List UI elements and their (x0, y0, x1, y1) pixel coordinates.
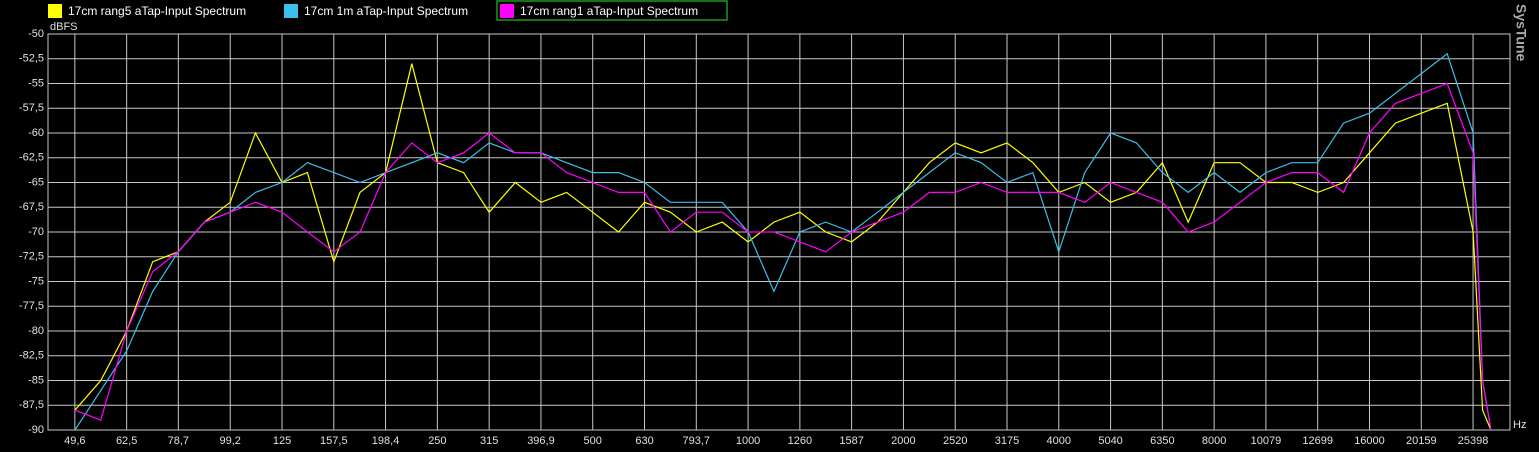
x-tick-label: 396,9 (527, 435, 555, 447)
x-tick-label: 25398 (1458, 435, 1489, 447)
y-tick-label: -77,5 (19, 300, 44, 312)
x-tick-label: 3175 (995, 435, 1019, 447)
x-tick-label: 12699 (1302, 435, 1333, 447)
y-tick-label: -50 (28, 28, 44, 40)
legend-label: 17cm rang5 aTap-Input Spectrum (68, 4, 246, 18)
y-tick-label: -87,5 (19, 399, 44, 411)
x-tick-label: 10079 (1251, 435, 1282, 447)
y-tick-label: -90 (28, 424, 44, 436)
series-line (74, 63, 1492, 430)
y-tick-label: -60 (28, 127, 44, 139)
x-tick-label: 157,5 (320, 435, 348, 447)
x-tick-label: 8000 (1202, 435, 1226, 447)
x-tick-label: 99,2 (219, 435, 240, 447)
x-tick-label: 500 (584, 435, 602, 447)
y-tick-label: -55 (28, 77, 44, 89)
x-tick-label: 62,5 (116, 435, 137, 447)
x-tick-label: 6350 (1150, 435, 1174, 447)
x-tick-label: 1587 (839, 435, 863, 447)
legend-highlight (496, 0, 728, 21)
x-tick-label: 793,7 (683, 435, 711, 447)
legend-swatch (48, 4, 62, 18)
y-tick-label: -62,5 (19, 152, 44, 164)
x-tick-label: 1000 (736, 435, 760, 447)
x-tick-label: 125 (273, 435, 291, 447)
y-tick-label: -65 (28, 176, 44, 188)
series-line (74, 82, 1492, 430)
y-tick-label: -67,5 (19, 201, 44, 213)
x-tick-label: 16000 (1354, 435, 1385, 447)
y-tick-label: -82,5 (19, 350, 44, 362)
legend-label: 17cm 1m aTap-Input Spectrum (304, 4, 468, 18)
x-tick-label: 250 (428, 435, 446, 447)
plot-lines (74, 52, 1492, 430)
y-tick-label: -70 (28, 226, 44, 238)
x-tick-label: 4000 (1047, 435, 1071, 447)
legend-label: 17cm rang1 aTap-Input Spectrum (520, 4, 698, 18)
y-tick-label: -75 (28, 275, 44, 287)
x-tick-label: 2000 (891, 435, 915, 447)
x-axis-label: Hz (1513, 419, 1526, 431)
x-tick-label: 2520 (943, 435, 967, 447)
y-tick-label: -57,5 (19, 102, 44, 114)
x-tick-label: 78,7 (168, 435, 189, 447)
plot-frame (47, 33, 1511, 431)
y-tick-label: -80 (28, 325, 44, 337)
x-tick-label: 1260 (788, 435, 812, 447)
x-tick-label: 49,6 (64, 435, 85, 447)
brand: SysTune (1513, 4, 1529, 62)
series-line (74, 52, 1492, 430)
x-tick-label: 5040 (1098, 435, 1122, 447)
x-tick-label: 630 (635, 435, 653, 447)
x-tick-label: 198,4 (372, 435, 400, 447)
legend-swatch (284, 4, 298, 18)
legend-swatch (500, 4, 514, 18)
x-tick-label: 20159 (1406, 435, 1437, 447)
y-axis-label: dBFS (50, 21, 78, 33)
x-tick-label: 315 (480, 435, 498, 447)
y-tick-label: -52,5 (19, 53, 44, 65)
y-tick-label: -85 (28, 374, 44, 386)
y-tick-label: -72,5 (19, 251, 44, 263)
